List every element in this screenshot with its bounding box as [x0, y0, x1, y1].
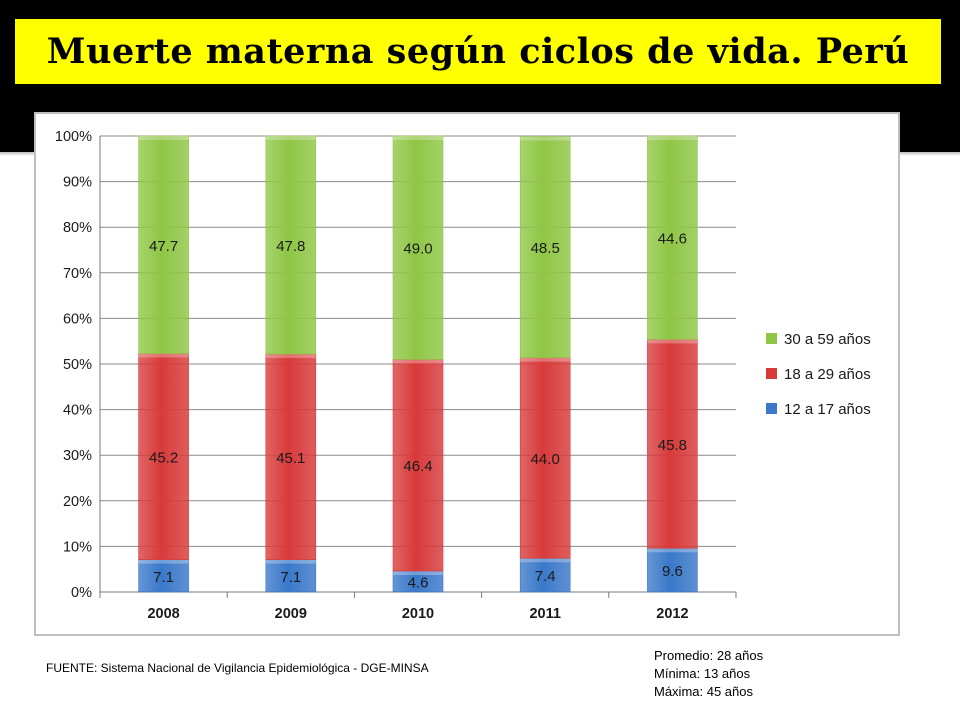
data-label: 44.6 — [658, 231, 687, 248]
bar-segment — [647, 547, 698, 593]
legend-swatch — [766, 333, 777, 344]
bar-bevel — [265, 353, 316, 358]
bar-segment — [138, 135, 189, 354]
y-tick-label: 0% — [71, 585, 92, 601]
data-label: 4.6 — [408, 575, 429, 592]
bar-segment — [647, 135, 698, 340]
data-label: 45.1 — [276, 450, 305, 467]
data-label: 45.2 — [149, 450, 178, 467]
bar-segment — [265, 559, 317, 593]
bar-bevel — [647, 136, 698, 140]
data-label: 7.4 — [535, 568, 556, 585]
stat-maximum: Máxima: 45 años — [654, 684, 753, 699]
bar-bevel — [138, 353, 189, 358]
y-tick-label: 40% — [63, 403, 92, 419]
legend-swatch — [766, 368, 777, 379]
bar-segment — [519, 357, 571, 559]
legend-label: 12 a 17 años — [784, 401, 871, 418]
bar-bevel — [647, 339, 698, 344]
x-tick-label: 2012 — [656, 606, 688, 622]
bar-segment — [519, 136, 571, 358]
y-tick-label: 20% — [63, 494, 92, 510]
title-banner: Muerte materna según ciclos de vida. Per… — [15, 19, 941, 84]
bar-segment — [265, 353, 317, 560]
bar-bevel — [265, 559, 316, 564]
x-tick-label: 2010 — [402, 606, 434, 622]
data-label: 9.6 — [662, 563, 683, 580]
data-label: 46.4 — [403, 458, 432, 475]
data-label: 7.1 — [153, 569, 174, 586]
legend-label: 30 a 59 años — [784, 331, 871, 348]
bar-segment — [647, 339, 698, 549]
data-label: 49.0 — [403, 241, 432, 258]
y-tick-label: 30% — [63, 448, 92, 464]
bar-bevel — [138, 559, 189, 564]
y-tick-label: 100% — [55, 129, 92, 145]
y-tick-label: 60% — [63, 311, 92, 327]
y-tick-label: 80% — [63, 220, 92, 236]
y-tick-label: 70% — [63, 266, 92, 282]
x-tick-label: 2008 — [147, 606, 179, 622]
bar-bevel — [393, 571, 443, 576]
data-label: 44.0 — [531, 451, 560, 468]
chart-panel: 0% 10% 20% 30% 40% 50% 60% 70% 80% 90% 100% 7.1 45.2… — [34, 112, 900, 636]
legend-label: 18 a 29 años — [784, 366, 871, 383]
bar-segment — [519, 557, 571, 593]
bar-bevel — [393, 359, 443, 364]
stat-minimum: Mínima: 13 años — [654, 666, 751, 681]
bar-segment — [392, 359, 444, 572]
data-label: 45.8 — [658, 437, 687, 454]
legend-swatch — [766, 403, 777, 414]
bar-segment — [392, 135, 444, 360]
bar-bevel — [520, 357, 571, 362]
bar-bevel — [520, 558, 571, 563]
bar-segment — [265, 135, 317, 355]
y-tick-label: 10% — [63, 539, 92, 555]
data-label: 48.5 — [531, 240, 560, 257]
source-note: FUENTE: Sistema Nacional de Vigilancia E… — [46, 661, 429, 675]
data-label: 47.7 — [149, 238, 178, 255]
bar-bevel — [393, 136, 443, 140]
y-tick-label: 90% — [63, 175, 92, 191]
y-tick-label: 50% — [63, 357, 92, 373]
bar-bevel — [138, 136, 189, 140]
data-label: 7.1 — [280, 569, 301, 586]
age-stats: Promedio: 28 años Mínima: 13 años Máxima… — [654, 647, 763, 701]
bar-bevel — [520, 136, 571, 141]
stat-average: Promedio: 28 años — [654, 648, 764, 663]
page-title: Muerte materna según ciclos de vida. Per… — [46, 31, 910, 72]
x-tick-label: 2011 — [529, 606, 560, 622]
bar-bevel — [647, 548, 698, 553]
data-label: 47.8 — [276, 238, 305, 255]
x-tick-label: 2009 — [275, 606, 307, 622]
stacked-bar-chart: 0% 10% 20% 30% 40% 50% 60% 70% 80% 90% 100% 7.1 45.2… — [55, 129, 871, 622]
bar-bevel — [265, 136, 316, 140]
